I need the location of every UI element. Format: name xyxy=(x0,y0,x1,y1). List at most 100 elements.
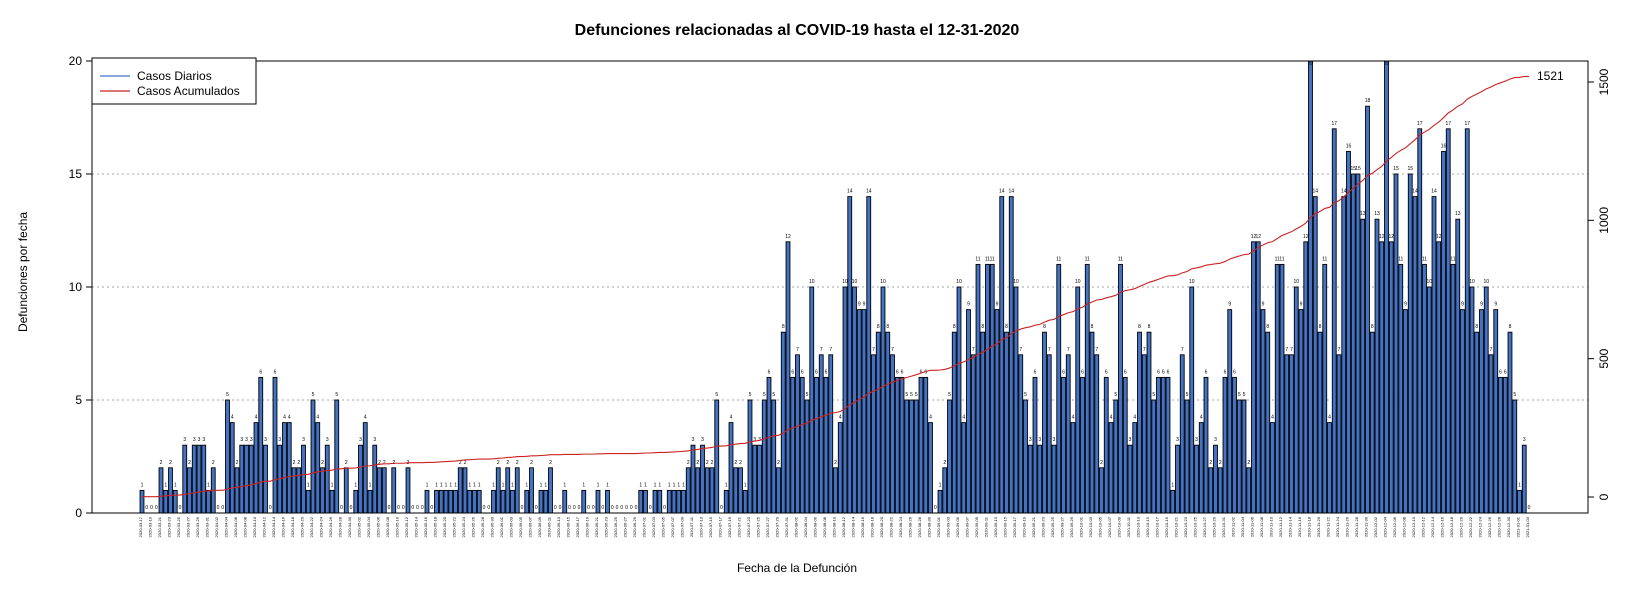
bar-value-label: 14 xyxy=(1431,189,1437,195)
bar xyxy=(1331,128,1337,514)
bar xyxy=(790,376,796,514)
bar-value-label: 8 xyxy=(782,324,785,330)
bar-value-label: 7 xyxy=(1338,347,1341,353)
bar xyxy=(638,489,644,514)
bar xyxy=(1517,489,1522,514)
bar-value-label: 10 xyxy=(956,279,962,285)
bar xyxy=(168,467,173,514)
bar xyxy=(1175,444,1180,514)
x-tick-label: 2020-03-21 xyxy=(157,516,162,537)
x-tick-label: 2020-09-05 xyxy=(955,516,960,537)
bar xyxy=(937,489,943,514)
bar xyxy=(229,422,235,514)
bar-value-label: 1 xyxy=(207,482,210,488)
x-tick-label: 2020-07-11 xyxy=(689,516,694,537)
bar-value-label: 1 xyxy=(331,482,334,488)
bar xyxy=(1379,241,1385,514)
bar-value-label: 13 xyxy=(1374,211,1380,217)
bar-value-label: 0 xyxy=(397,505,400,511)
bar-value-label: 0 xyxy=(578,505,581,511)
bar xyxy=(1217,467,1223,514)
bar-value-label: 8 xyxy=(981,324,984,330)
bar xyxy=(681,489,686,514)
bar-value-label: 8 xyxy=(886,324,889,330)
bar-value-label: 2 xyxy=(943,460,946,466)
bar xyxy=(372,444,378,514)
bar xyxy=(1160,376,1166,514)
bar xyxy=(1374,218,1380,514)
bar-value-label: 1 xyxy=(644,482,647,488)
x-tick-label: 2020-07-13 xyxy=(699,516,704,537)
x-tick-label: 2020-06-15 xyxy=(566,516,571,537)
bar-value-label: 16 xyxy=(1346,143,1352,149)
bar xyxy=(462,467,468,514)
bar xyxy=(1464,128,1470,514)
bar-value-label: 11 xyxy=(1056,256,1061,262)
bar-value-label: 0 xyxy=(573,505,576,511)
bar-value-label: 4 xyxy=(929,415,932,421)
bar xyxy=(1479,309,1484,514)
y2-tick-label: 500 xyxy=(1597,348,1611,368)
x-tick-label: 2020-04-24 xyxy=(319,516,324,537)
bar-value-label: 2 xyxy=(1219,460,1222,466)
bar-value-label: 2 xyxy=(516,460,519,466)
bar xyxy=(1146,331,1152,514)
x-tick-label: 2020-08-20 xyxy=(879,516,884,537)
bar-value-label: 1 xyxy=(540,482,543,488)
x-tick-label: 2020-10-03 xyxy=(1088,516,1093,537)
bar xyxy=(239,444,245,514)
x-tick-label: 2020-08-10 xyxy=(832,516,837,537)
y-axis-title: Defunciones por fecha xyxy=(16,212,30,332)
bar-value-label: 1 xyxy=(369,482,372,488)
bar-value-label: 9 xyxy=(1494,302,1497,308)
x-tick-label: 2020-12-04 xyxy=(1383,516,1388,537)
chart-title: Defunciones relacionadas al COVID-19 has… xyxy=(575,22,1020,39)
bar xyxy=(1412,196,1418,514)
bar-value-label: 0 xyxy=(217,505,220,511)
bar xyxy=(818,354,824,514)
bar xyxy=(994,309,1000,514)
bar xyxy=(1365,105,1370,514)
bar xyxy=(1445,128,1451,514)
bar xyxy=(405,467,411,514)
bar-value-label: 4 xyxy=(283,415,286,421)
x-tick-label: 2020-03-25 xyxy=(176,516,181,537)
x-tick-label: 2020-09-15 xyxy=(1003,516,1008,537)
x-tick-label: 2020-06-03 xyxy=(509,516,514,537)
x-tick-label: 2020-05-30 xyxy=(490,516,495,537)
bar xyxy=(282,422,287,514)
bar xyxy=(1308,60,1313,514)
x-tick-label: 2020-08-04 xyxy=(803,516,808,537)
bar-value-label: 1 xyxy=(654,482,657,488)
bar-value-label: 3 xyxy=(692,437,695,443)
bar xyxy=(196,444,202,514)
bar xyxy=(206,489,211,514)
bar xyxy=(1483,286,1489,514)
bar-value-label: 8 xyxy=(1319,324,1322,330)
bar-value-label: 0 xyxy=(421,505,424,511)
bar-value-label: 3 xyxy=(753,437,756,443)
bar-value-label: 3 xyxy=(1053,437,1056,443)
bar xyxy=(837,422,843,514)
x-tick-label: 2020-03-31 xyxy=(205,516,210,537)
bar-value-label: 5 xyxy=(905,392,908,398)
bar-value-label: 3 xyxy=(193,437,196,443)
bar-value-label: 0 xyxy=(145,505,148,511)
x-tick-label: 2020-12-30 xyxy=(1506,516,1511,537)
x-tick-label: 2020-08-22 xyxy=(889,516,894,537)
bar-value-label: 8 xyxy=(1091,324,1094,330)
bar-value-label: 5 xyxy=(1513,392,1516,398)
legend-box xyxy=(91,57,257,105)
bar-value-label: 17 xyxy=(1464,121,1470,127)
x-tick-label: 2020-08-02 xyxy=(794,516,799,537)
bar-value-label: 7 xyxy=(796,347,799,353)
bar-value-label: 11 xyxy=(990,256,995,262)
bar-value-label: 2 xyxy=(293,460,296,466)
bar-value-label: 0 xyxy=(430,505,433,511)
bar-value-label: 7 xyxy=(829,347,832,353)
bar-value-label: 6 xyxy=(896,369,899,375)
bar-value-label: 6 xyxy=(1162,369,1165,375)
bar-value-label: 9 xyxy=(967,302,970,308)
bar-value-label: 12 xyxy=(1436,234,1442,240)
